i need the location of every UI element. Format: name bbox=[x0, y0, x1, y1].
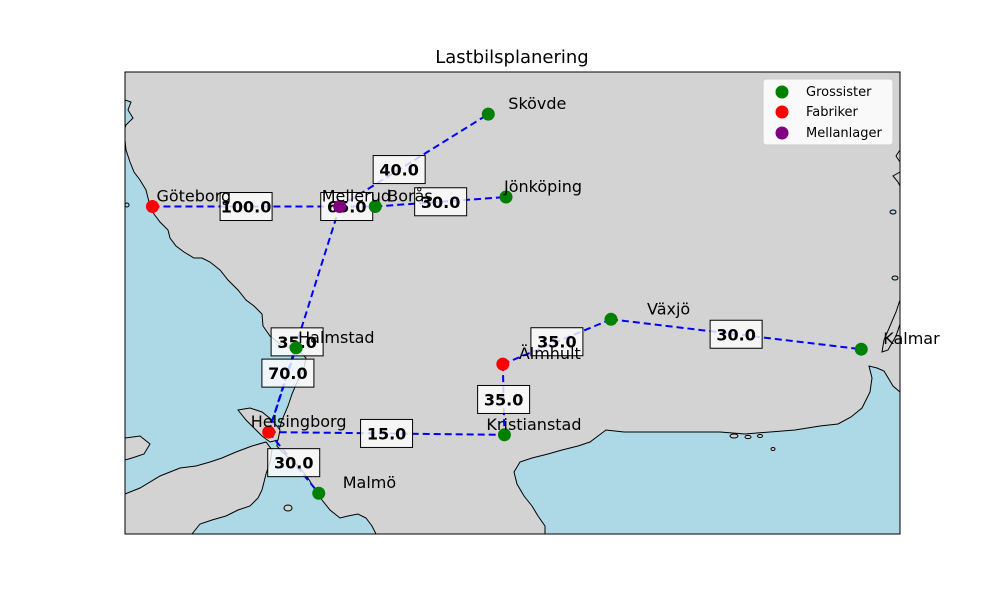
legend-label-warehouse: Mellanlager bbox=[806, 126, 882, 141]
edge-value: 15.0 bbox=[367, 424, 406, 443]
legend-label-wholesaler: Grossister bbox=[806, 85, 872, 100]
land-oland bbox=[881, 299, 901, 353]
legend-marker-factory bbox=[775, 105, 789, 119]
edge-label-box bbox=[360, 418, 414, 448]
edge-value: 70.0 bbox=[268, 364, 307, 383]
edge-label-almhult-kristianstad: 35.0 bbox=[477, 384, 531, 414]
island-ven bbox=[283, 504, 293, 512]
node-marker-vaxjo bbox=[604, 312, 618, 326]
edge-value: 30.0 bbox=[716, 325, 755, 344]
lake-small-1 bbox=[889, 209, 897, 215]
edge-label-box bbox=[372, 155, 426, 185]
legend-box bbox=[762, 78, 894, 146]
edge-label-box bbox=[267, 448, 321, 478]
city-label-boras: Borås bbox=[387, 187, 432, 206]
node-marker-kalmar bbox=[854, 342, 868, 356]
edge-label-almhult-vaxjo: 35.0 bbox=[530, 327, 584, 357]
edge-value: 100.0 bbox=[221, 198, 272, 217]
edge-label-boras-jonkoping: 30.0 bbox=[414, 187, 468, 217]
city-label-almhult: Älmhult bbox=[519, 344, 581, 363]
node-marker-halmstad bbox=[289, 341, 303, 355]
edge-label-box bbox=[530, 327, 584, 357]
nodes-layer bbox=[145, 107, 868, 500]
edge-label-helsingborg-kristianstad: 15.0 bbox=[360, 418, 414, 448]
edge-value: 30.0 bbox=[421, 193, 460, 212]
island-small-4 bbox=[770, 447, 776, 451]
edge-label-helsingborg-malmo: 30.0 bbox=[267, 448, 321, 478]
city-label-goteborg: Göteborg bbox=[156, 187, 231, 206]
city-label-malmo: Malmö bbox=[343, 473, 396, 492]
node-marker-mellerud bbox=[333, 200, 347, 214]
route-mellerud-skovde bbox=[339, 113, 489, 208]
map-axes: 100.040.065.030.035.070.015.030.035.035.… bbox=[124, 71, 940, 535]
node-marker-helsingborg bbox=[262, 425, 276, 439]
edge-value: 35.0 bbox=[537, 333, 576, 352]
node-marker-skovde bbox=[481, 107, 495, 121]
node-marker-malmo bbox=[312, 486, 326, 500]
edge-label-box bbox=[261, 358, 315, 388]
node-marker-boras bbox=[368, 200, 382, 214]
city-label-kalmar: Kalmar bbox=[883, 329, 940, 348]
legend-marker-wholesaler bbox=[775, 85, 789, 99]
lake-small-2 bbox=[891, 275, 899, 281]
city-label-helsingborg: Helsingborg bbox=[251, 412, 347, 431]
node-marker-kristianstad bbox=[497, 428, 511, 442]
city-label-kristianstad: Kristianstad bbox=[486, 415, 581, 434]
edge-label-mellerud-skovde: 40.0 bbox=[372, 155, 426, 185]
city-label-jonkoping: Jönköping bbox=[503, 177, 582, 196]
edge-label-box bbox=[477, 384, 531, 414]
edge-label-helsingborg-halmstad: 70.0 bbox=[261, 358, 315, 388]
edge-value: 35.0 bbox=[484, 390, 523, 409]
node-marker-almhult bbox=[496, 357, 510, 371]
edge-label-box bbox=[414, 187, 468, 217]
coast-east-fringe bbox=[892, 149, 901, 187]
node-marker-jonkoping bbox=[499, 190, 513, 204]
edge-label-box bbox=[219, 192, 273, 222]
edge-label-box bbox=[320, 192, 374, 222]
route-mellerud-helsingborg bbox=[267, 206, 341, 433]
axes-frame bbox=[124, 71, 901, 535]
city-label-mellerud: Mellerud bbox=[322, 187, 391, 206]
city-label-vaxjo: Växjö bbox=[647, 299, 690, 318]
map-title: Lastbilsplanering bbox=[435, 47, 588, 68]
edge-label-goteborg-mellerud: 100.0 bbox=[219, 192, 273, 222]
route-helsingborg-kristianstad bbox=[268, 431, 505, 436]
edge-label-mellerud-helsingborg: 35.0 bbox=[270, 327, 324, 357]
edge-labels-layer: 100.040.065.030.035.070.015.030.035.035.… bbox=[219, 155, 763, 478]
edge-value: 30.0 bbox=[274, 454, 313, 473]
island-small-1 bbox=[729, 433, 739, 439]
city-label-halmstad: Halmstad bbox=[298, 328, 374, 347]
lake-small-3 bbox=[124, 202, 130, 208]
edge-label-box bbox=[709, 319, 763, 349]
edge-value: 40.0 bbox=[379, 161, 418, 180]
node-marker-goteborg bbox=[145, 200, 159, 214]
edge-label-vaxjo-kalmar: 30.0 bbox=[709, 319, 763, 349]
legend: Grossister Fabriker Mellanlager bbox=[762, 78, 894, 146]
island-small-2 bbox=[744, 434, 752, 440]
city-label-skovde: Skövde bbox=[508, 94, 566, 113]
legend-marker-warehouse bbox=[775, 126, 789, 140]
route-helsingborg-halmstad bbox=[267, 347, 298, 433]
island-small-3 bbox=[757, 434, 763, 438]
legend-label-factory: Fabriker bbox=[806, 105, 859, 120]
